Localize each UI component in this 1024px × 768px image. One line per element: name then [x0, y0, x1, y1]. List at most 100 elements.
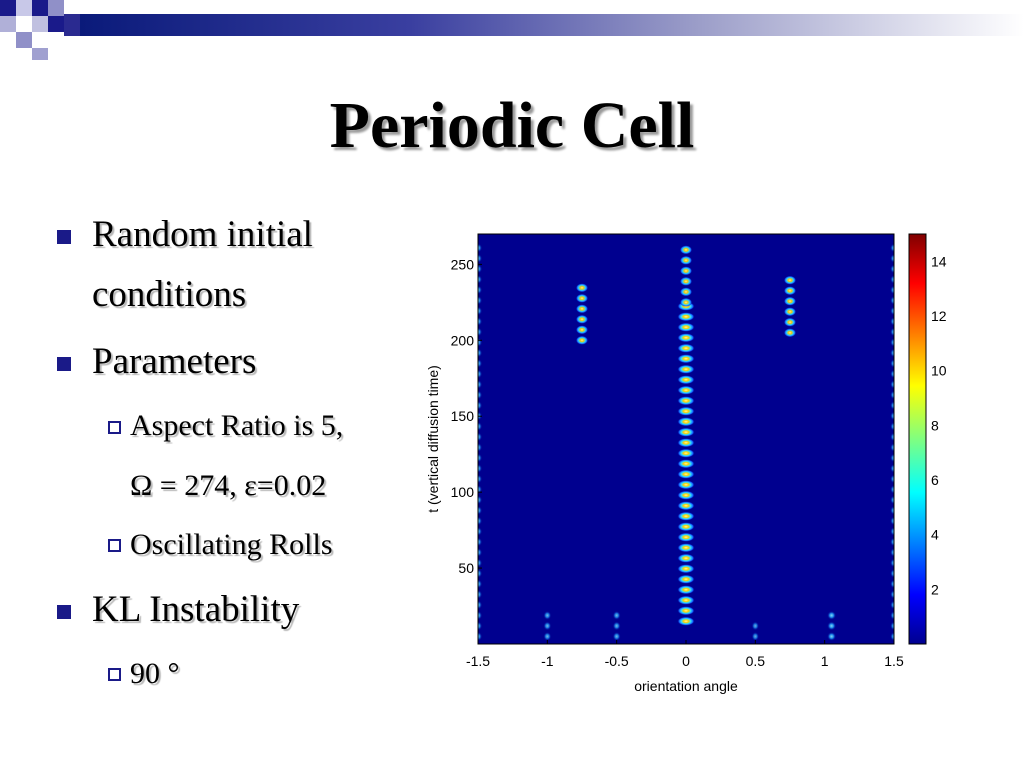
colorbar [908, 233, 927, 645]
heatmap-streak-blob [677, 511, 695, 521]
sub-bullet-ninety-degrees: 90 ° [130, 644, 180, 704]
heatmap-streak-blob [890, 348, 894, 358]
heatmap-streak-blob [890, 474, 894, 484]
heatmap-streak-blob [679, 245, 693, 255]
heatmap-streak-blob [478, 295, 483, 305]
heatmap-streak-blob [677, 364, 695, 374]
sub-bullet-text: 90 ° [130, 657, 180, 690]
heatmap-streak-blob [679, 276, 693, 286]
heatmap-streak-blob [890, 568, 894, 578]
heatmap-streak-blob [677, 522, 695, 532]
colorbar-tick-label: 14 [931, 253, 947, 269]
heatmap-streak-blob [612, 621, 621, 631]
heatmap-streak-blob [575, 304, 589, 314]
heatmap-streak-blob [783, 296, 797, 306]
heatmap-streak-blob [890, 589, 894, 599]
bullet-kl-instability: KL Instability [92, 580, 299, 640]
y-tick-label: 150 [451, 408, 475, 424]
heatmap-streak-blob [478, 579, 483, 589]
sub-bullet-text: Oscillating Rolls [130, 528, 333, 561]
heatmap-streak-blob [890, 432, 894, 442]
heatmap-streak-blob [890, 600, 894, 610]
heatmap-streak-blob [783, 307, 797, 317]
heatmap-streak-blob [478, 463, 483, 473]
x-tick-label: -1 [541, 653, 554, 669]
heatmap-streak-blob [677, 480, 695, 490]
heatmap-streak-blob [783, 286, 797, 296]
heatmap-streak-blob [890, 453, 894, 463]
colorbar-tick-label: 8 [931, 417, 939, 433]
heatmap-streak-blob [890, 631, 894, 641]
heatmap-streak-blob [478, 421, 483, 431]
heatmap-streak-blob [575, 314, 589, 324]
heatmap-streak-blob [890, 264, 894, 274]
heatmap-streak-blob [543, 621, 552, 631]
heatmap-streak-blob [890, 316, 894, 326]
heatmap-streak-blob [478, 558, 483, 568]
heatmap-streak-blob [478, 568, 483, 578]
bullet-text: conditions [92, 274, 247, 315]
heatmap-streak-blob [478, 474, 483, 484]
heatmap-streak-blob [890, 442, 894, 452]
sub-bullet-text: Ω = 274, ε=0.02 [130, 469, 327, 502]
heatmap-streak-blob [677, 396, 695, 406]
heatmap-streak-blob [478, 631, 483, 641]
heatmap-streak-blob [677, 427, 695, 437]
heatmap-streak-blob [543, 610, 552, 620]
heatmap-streak-blob [679, 266, 693, 276]
heatmap-streak-blob [478, 526, 483, 536]
heatmap-streak-blob [890, 621, 894, 631]
heatmap-streak-blob [677, 333, 695, 343]
heatmap-streak-blob [677, 459, 695, 469]
heatmap-streak-blob [575, 283, 589, 293]
heatmap-streak-blob [890, 547, 894, 557]
heatmap-streak-blob [890, 610, 894, 620]
heatmap-streak-blob [827, 621, 837, 631]
heatmap-streak-blob [677, 553, 695, 563]
bullet-marker-icon [57, 605, 71, 619]
colorbar-tick-label: 12 [931, 308, 947, 324]
heatmap-streak-blob [478, 505, 483, 515]
heatmap-streak-blob [677, 385, 695, 395]
heatmap-streak-blob [890, 484, 894, 494]
heatmap-streak-blob [677, 354, 695, 364]
colorbar-tick-label: 2 [931, 581, 939, 597]
heatmap-streak-blob [478, 316, 483, 326]
heatmap-streak-blob [890, 274, 894, 284]
bullet-random-initial: Random initial conditions [92, 205, 313, 325]
heatmap-streak-blob [890, 495, 894, 505]
heatmap-streak-blob [575, 293, 589, 303]
x-tick-label: 0.5 [746, 653, 766, 669]
heatmap-streak-blob [827, 631, 837, 641]
heatmap-streak-blob [890, 285, 894, 295]
heatmap-streak-blob [478, 274, 483, 284]
colorbar-tick-label: 4 [931, 527, 939, 543]
y-axis-label: t (vertical diffusion time) [425, 365, 441, 513]
bullet-text: Random initial [92, 214, 313, 255]
heatmap-streak-blob [478, 379, 483, 389]
heatmap-streak-blob [478, 442, 483, 452]
colorbar-tick-label: 10 [931, 363, 947, 379]
heatmap-streak-blob [679, 255, 693, 265]
bullet-marker-icon [57, 357, 71, 371]
heatmap-chart: -1.5 -1 -0.5 0 0.5 1 1.5 50 100 150 200 250 orient… [425, 233, 947, 694]
x-tick-label: 1 [821, 653, 829, 669]
heatmap-streak-blob [677, 406, 695, 416]
bullet-parameters: Parameters [92, 332, 256, 392]
heatmap-streak-blob [478, 610, 483, 620]
heatmap-streak-blob [478, 589, 483, 599]
heatmap-streak-blob [751, 621, 760, 631]
heatmap-streak-blob [543, 631, 552, 641]
sub-bullet-aspect-ratio: Aspect Ratio is 5, Ω = 274, ε=0.02 [130, 396, 343, 516]
sub-bullet-marker-icon [108, 668, 121, 681]
heatmap-streak-blob [890, 558, 894, 568]
heatmap-streak-blob [677, 322, 695, 332]
heatmap-streak-blob [751, 631, 760, 641]
heatmap-streak-blob [478, 547, 483, 557]
heatmap-streak-blob [677, 574, 695, 584]
heatmap-streak-blob [783, 275, 797, 285]
heatmap-streak-blob [677, 438, 695, 448]
heatmap-streak-blob [677, 595, 695, 605]
heatmap-streak-blob [677, 312, 695, 322]
heatmap-streak-blob [478, 400, 483, 410]
